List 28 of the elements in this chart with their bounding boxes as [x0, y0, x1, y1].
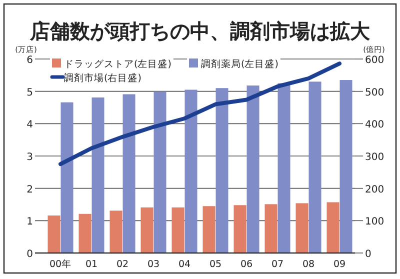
xtick: 05: [209, 259, 222, 270]
xtick: 02: [116, 259, 129, 270]
y2tick: 100: [365, 216, 384, 228]
y2tick: 600: [365, 55, 384, 66]
ytick: 2: [26, 184, 33, 196]
ytick: 0: [26, 249, 33, 260]
ytick: 3: [26, 152, 33, 163]
y2tick: 500: [365, 87, 384, 98]
xtick: 01: [85, 259, 98, 270]
xtick: 09: [333, 259, 346, 270]
xtick: 03: [147, 259, 160, 270]
legend-label: ドラッグストア(左目盛): [64, 58, 172, 70]
y2tick: 0: [365, 249, 372, 260]
legend-label: 調剤市場(右目盛): [64, 72, 142, 84]
title: 店舗数が頭打ちの中、調剤市場は拡大: [30, 19, 370, 43]
ytick: 4: [26, 120, 33, 131]
ytick: 5: [26, 87, 33, 98]
xtick: 07: [271, 259, 284, 270]
ytick: 6: [26, 55, 33, 66]
y2tick: 300: [365, 152, 384, 163]
y2tick: 200: [365, 184, 384, 196]
legend-label: 調剤薬局(左目盛): [201, 58, 278, 70]
xtick: 04: [178, 259, 191, 270]
xtick: 08: [302, 259, 315, 270]
xtick: 06: [240, 259, 253, 270]
ytick: 1: [26, 216, 33, 228]
y2tick: 400: [365, 120, 384, 131]
xtick: 00年: [49, 259, 72, 270]
